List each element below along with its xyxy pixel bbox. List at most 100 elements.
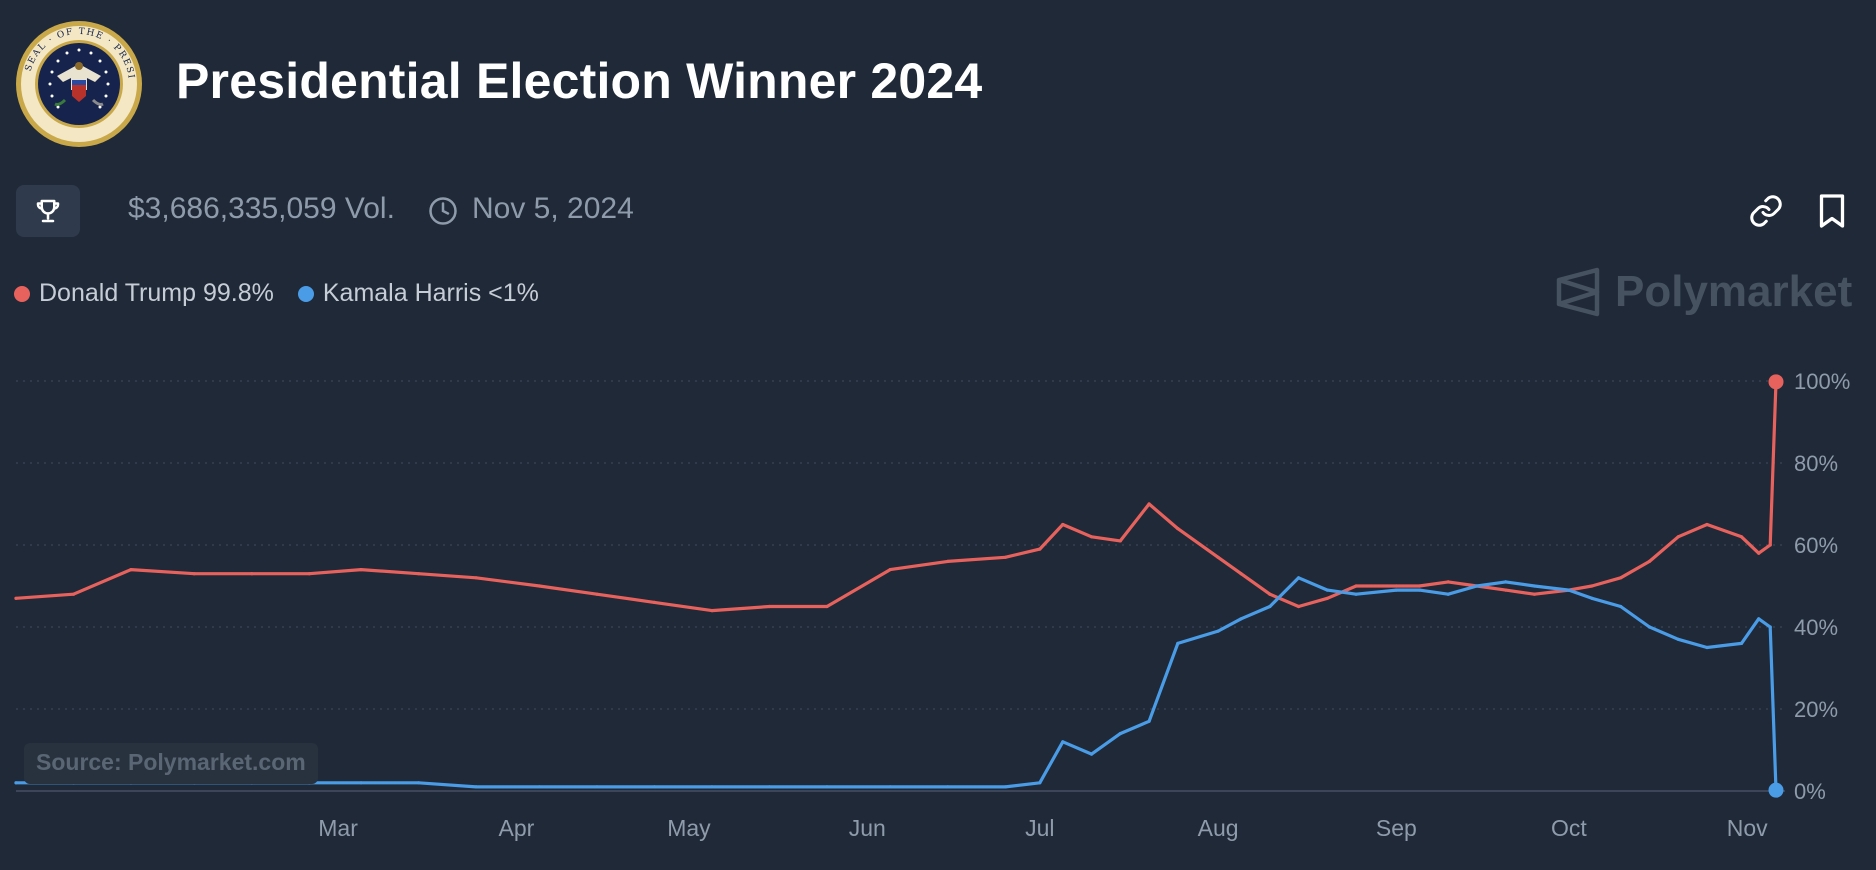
data-point [1768,625,1772,629]
data-point [1647,625,1652,629]
current-value-marker [1768,374,1784,390]
data-point [1532,592,1537,596]
data-point [888,568,892,572]
data-point [1590,596,1594,600]
data-point [417,781,421,785]
clock-icon [429,197,457,225]
data-point [1061,522,1065,527]
x-tick-label: Oct [1551,815,1587,841]
data-point [1676,637,1680,641]
trophy-button[interactable] [16,185,80,237]
volume-text: $3,686,335,059 Vol. [128,192,395,225]
x-tick-label: Sep [1376,815,1417,841]
data-point [1676,535,1680,539]
data-point [946,785,950,789]
data-point [1239,572,1243,576]
data-point [1297,576,1301,580]
source-label: Source: Polymarket.com [24,743,318,784]
x-tick-label: Nov [1727,815,1768,841]
watermark-text: Polymarket [1615,267,1853,316]
data-point [1239,617,1243,621]
x-tick-label: Apr [498,815,534,841]
series-line-trump [14,380,1778,613]
data-point [250,572,254,576]
data-point [474,576,478,580]
data-point [1394,584,1398,588]
link-icon[interactable] [1748,193,1784,229]
data-point [359,781,363,785]
data-point [1325,588,1329,592]
y-tick-label: 20% [1794,697,1838,722]
polymarket-logo-icon [1556,267,1600,317]
data-point [767,604,772,609]
y-tick-label: 40% [1794,615,1838,640]
trophy-icon [36,199,60,223]
y-tick-label: 60% [1794,533,1838,558]
data-point [1216,555,1220,559]
data-point [1325,596,1329,600]
data-point [1268,604,1272,609]
data-point [537,785,541,789]
x-tick-label: May [667,815,711,841]
data-point [1590,584,1594,588]
data-point [595,592,599,596]
data-point [710,785,714,789]
legend-item-harris: Kamala Harris <1% [297,279,539,308]
data-point [307,572,311,576]
x-tick-label: Jun [849,815,886,841]
data-point [1176,641,1180,646]
y-tick-label: 80% [1794,451,1838,476]
x-tick-label: Jul [1025,815,1054,841]
data-point [946,559,950,564]
series-line-harris [14,576,1778,792]
legend-dot-trump [14,285,30,302]
data-point [474,785,478,789]
data-point [14,781,18,785]
data-point [1147,502,1151,506]
data-point [595,785,599,789]
data-point [1089,535,1094,539]
x-tick-label: Aug [1198,815,1239,841]
data-point [1268,592,1272,596]
data-point [825,604,829,609]
data-point [1446,592,1450,596]
data-point [417,572,421,576]
polymarket-watermark: Polymarket [1555,266,1852,318]
data-point [1705,645,1709,650]
data-point [1475,584,1479,588]
bookmark-icon[interactable] [1816,193,1848,229]
data-point [1354,592,1358,596]
data-point [1061,740,1065,744]
legend-item-trump: Donald Trump 99.8% [14,279,274,308]
data-point [652,600,657,605]
y-tick-label: 100% [1794,369,1850,394]
data-point [359,568,363,572]
data-point [1504,580,1508,584]
data-point [710,609,714,613]
data-point [1619,604,1623,609]
legend-label-trump: Donald Trump 99.8% [39,279,274,307]
data-point [1118,539,1122,543]
data-point [71,592,76,596]
market-title: Presidential Election Winner 2024 [176,53,983,109]
current-value-marker [1768,782,1784,798]
data-point [1739,535,1744,539]
end-date-text: Nov 5, 2024 [472,192,634,225]
data-point [1147,719,1151,723]
data-point [1038,781,1042,785]
data-point [1003,785,1007,789]
data-point [1757,617,1761,621]
y-tick-label: 0% [1794,779,1826,804]
data-point [1089,752,1094,756]
data-point [1739,641,1744,646]
data-point [192,572,196,576]
data-point [14,596,18,600]
data-point [1038,547,1042,551]
data-point [767,785,772,789]
data-point [1768,543,1772,547]
x-tick-label: Mar [318,815,358,841]
data-point [1216,629,1220,633]
chart-legend: Donald Trump 99.8% Kamala Harris <1% [14,279,563,308]
data-point [888,785,892,789]
